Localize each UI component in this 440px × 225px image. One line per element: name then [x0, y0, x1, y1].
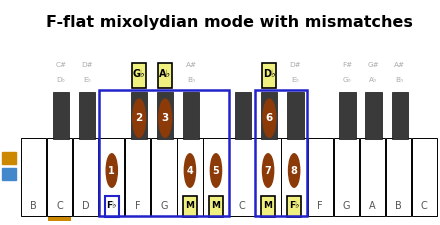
Text: B: B	[30, 200, 37, 211]
Circle shape	[263, 154, 274, 187]
Bar	[255, 90, 307, 216]
Text: 1: 1	[108, 166, 115, 176]
Bar	[261, 92, 278, 139]
Text: D#: D#	[81, 62, 93, 68]
Text: M: M	[185, 201, 194, 210]
Bar	[256, 138, 281, 216]
Text: G♭: G♭	[343, 77, 352, 83]
FancyBboxPatch shape	[209, 196, 223, 217]
Text: C: C	[56, 200, 63, 211]
Bar	[235, 92, 251, 139]
Text: B♭: B♭	[187, 77, 195, 83]
Text: M: M	[212, 201, 220, 210]
Text: C: C	[421, 200, 428, 211]
FancyBboxPatch shape	[158, 63, 172, 88]
Circle shape	[289, 154, 300, 187]
Text: E♭: E♭	[291, 77, 300, 83]
Text: E♭: E♭	[83, 77, 91, 83]
Text: 3: 3	[161, 113, 169, 123]
Bar	[392, 92, 408, 139]
Bar	[131, 92, 147, 139]
Text: G#: G#	[368, 62, 379, 68]
Text: G♭: G♭	[133, 69, 146, 79]
Text: G: G	[160, 200, 168, 211]
FancyBboxPatch shape	[262, 63, 276, 88]
Circle shape	[159, 99, 172, 137]
Bar	[99, 138, 125, 216]
Circle shape	[263, 99, 276, 137]
Bar	[73, 138, 99, 216]
Bar	[412, 138, 437, 216]
Circle shape	[184, 154, 195, 187]
Text: F♭: F♭	[106, 201, 117, 210]
Bar	[386, 138, 411, 216]
Text: B♭: B♭	[396, 77, 404, 83]
Text: D#: D#	[290, 62, 301, 68]
Text: 6: 6	[266, 113, 273, 123]
Text: 8: 8	[291, 166, 297, 176]
Bar	[177, 138, 202, 216]
FancyBboxPatch shape	[261, 196, 275, 217]
Text: F#: F#	[342, 62, 352, 68]
Bar	[366, 92, 381, 139]
Bar	[334, 138, 359, 216]
Bar	[282, 138, 307, 216]
Bar	[21, 138, 46, 216]
Bar	[229, 138, 255, 216]
Bar	[183, 92, 199, 139]
Text: C#: C#	[55, 62, 66, 68]
Text: F: F	[135, 200, 141, 211]
Bar	[47, 138, 72, 216]
FancyBboxPatch shape	[183, 196, 197, 217]
Bar	[79, 92, 95, 139]
Circle shape	[133, 99, 146, 137]
FancyBboxPatch shape	[287, 196, 301, 217]
Text: D♭: D♭	[263, 69, 276, 79]
Text: M: M	[264, 201, 272, 210]
Text: A: A	[369, 200, 376, 211]
Text: basicmusictheory.com: basicmusictheory.com	[7, 64, 11, 125]
Bar	[308, 138, 333, 216]
Text: F-flat mixolydian mode with mismatches: F-flat mixolydian mode with mismatches	[46, 15, 412, 30]
Bar	[53, 92, 69, 139]
Text: A♭: A♭	[159, 69, 171, 79]
Bar	[359, 138, 385, 216]
FancyBboxPatch shape	[132, 63, 146, 88]
Text: F: F	[317, 200, 323, 211]
Bar	[125, 138, 150, 216]
Circle shape	[210, 154, 222, 187]
Bar	[151, 138, 176, 216]
Bar	[287, 92, 304, 139]
Text: A♭: A♭	[370, 77, 378, 83]
Circle shape	[106, 154, 117, 187]
Bar	[2, 168, 16, 180]
Text: 2: 2	[136, 113, 143, 123]
Bar	[2, 152, 16, 164]
Bar	[203, 138, 229, 216]
Text: C: C	[238, 200, 246, 211]
Bar	[48, 217, 71, 221]
FancyBboxPatch shape	[105, 196, 118, 217]
Text: B: B	[395, 200, 402, 211]
Text: 5: 5	[213, 166, 220, 176]
Bar	[99, 90, 229, 216]
Text: D♭: D♭	[56, 77, 66, 83]
Text: 7: 7	[265, 166, 271, 176]
Text: G: G	[342, 200, 350, 211]
Text: D: D	[82, 200, 90, 211]
Bar	[157, 92, 173, 139]
Text: F♭: F♭	[289, 201, 299, 210]
Bar	[339, 92, 356, 139]
Text: A#: A#	[186, 62, 197, 68]
Text: A#: A#	[394, 62, 405, 68]
Text: 4: 4	[187, 166, 193, 176]
